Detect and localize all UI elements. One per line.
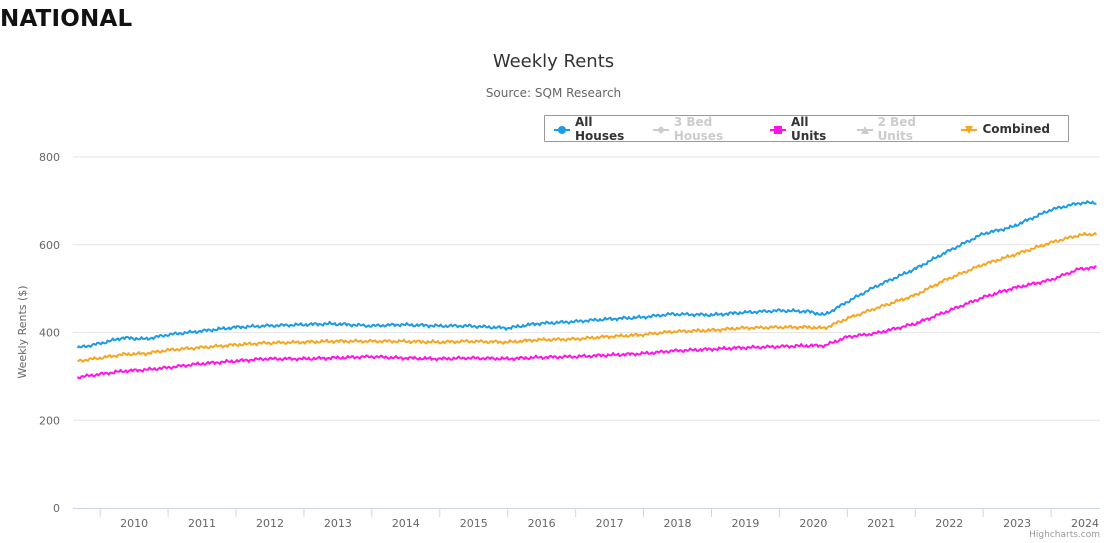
legend-item-3-bed-houses[interactable]: 3 Bed Houses <box>652 114 752 143</box>
y-tick-label: 600 <box>39 239 60 252</box>
x-tick-label: 2023 <box>1003 517 1031 530</box>
x-tick-label: 2017 <box>596 517 624 530</box>
chart-legend: All Houses 3 Bed Houses All Units 2 Bed … <box>544 114 1069 143</box>
x-tick-label: 2020 <box>799 517 827 530</box>
legend-symbol-all-houses <box>554 124 570 134</box>
x-tick-label: 2019 <box>731 517 759 530</box>
y-tick-label: 800 <box>39 151 60 164</box>
legend-label-all-houses: All Houses <box>575 114 625 143</box>
x-tick-label: 2018 <box>664 517 692 530</box>
region-heading: NATIONAL <box>0 6 133 32</box>
x-tick-label: 2024 <box>1071 517 1099 530</box>
x-tick-label: 2012 <box>256 517 284 530</box>
x-tick-label: 2010 <box>120 517 148 530</box>
legend-symbol-all-units <box>770 124 787 134</box>
legend-item-all-units[interactable]: All Units <box>770 115 839 143</box>
x-axis: 2010 2011 2012 2013 2014 2015 2016 2017 2018 2019… <box>73 508 1100 530</box>
series-line-all-houses[interactable] <box>76 200 1097 349</box>
legend-symbol-combined <box>961 124 978 134</box>
legend-label-combined: Combined <box>982 121 1050 136</box>
series-line-combined[interactable] <box>77 231 1098 363</box>
legend-item-all-houses[interactable]: All Houses <box>554 115 635 143</box>
y-tick-label: 0 <box>53 502 60 515</box>
y-tick-label: 400 <box>39 327 60 340</box>
y-axis-label: Weekly Rents ($) <box>16 285 29 378</box>
x-tick-label: 2015 <box>460 517 488 530</box>
x-tick-label: 2014 <box>392 517 420 530</box>
legend-symbol-3-bed-houses <box>652 124 669 134</box>
x-tick-label: 2011 <box>188 517 216 530</box>
gridlines <box>73 156 1100 421</box>
x-tick-label: 2021 <box>867 517 895 530</box>
series-line-all-units[interactable] <box>76 265 1097 380</box>
x-tick-label: 2016 <box>528 517 556 530</box>
legend-symbol-2-bed-units <box>856 124 873 134</box>
chart-subtitle: Source: SQM Research <box>485 86 622 100</box>
legend-label-all-units: All Units <box>791 114 827 143</box>
x-tick-label: 2013 <box>324 517 352 530</box>
legend-item-2-bed-units[interactable]: 2 Bed Units <box>856 114 944 143</box>
credits-link[interactable]: Highcharts.com <box>1029 530 1100 540</box>
series-lines <box>76 200 1098 380</box>
chart-title: Weekly Rents <box>492 51 615 72</box>
y-axis-ticks: 0 200 400 600 800 <box>39 151 60 515</box>
x-tick-label: 2022 <box>935 517 963 530</box>
legend-item-combined[interactable]: Combined <box>961 122 1050 136</box>
legend-label-3-bed-houses: 3 Bed Houses <box>673 114 724 143</box>
y-tick-label: 200 <box>39 414 60 427</box>
legend-label-2-bed-units: 2 Bed Units <box>877 114 916 143</box>
